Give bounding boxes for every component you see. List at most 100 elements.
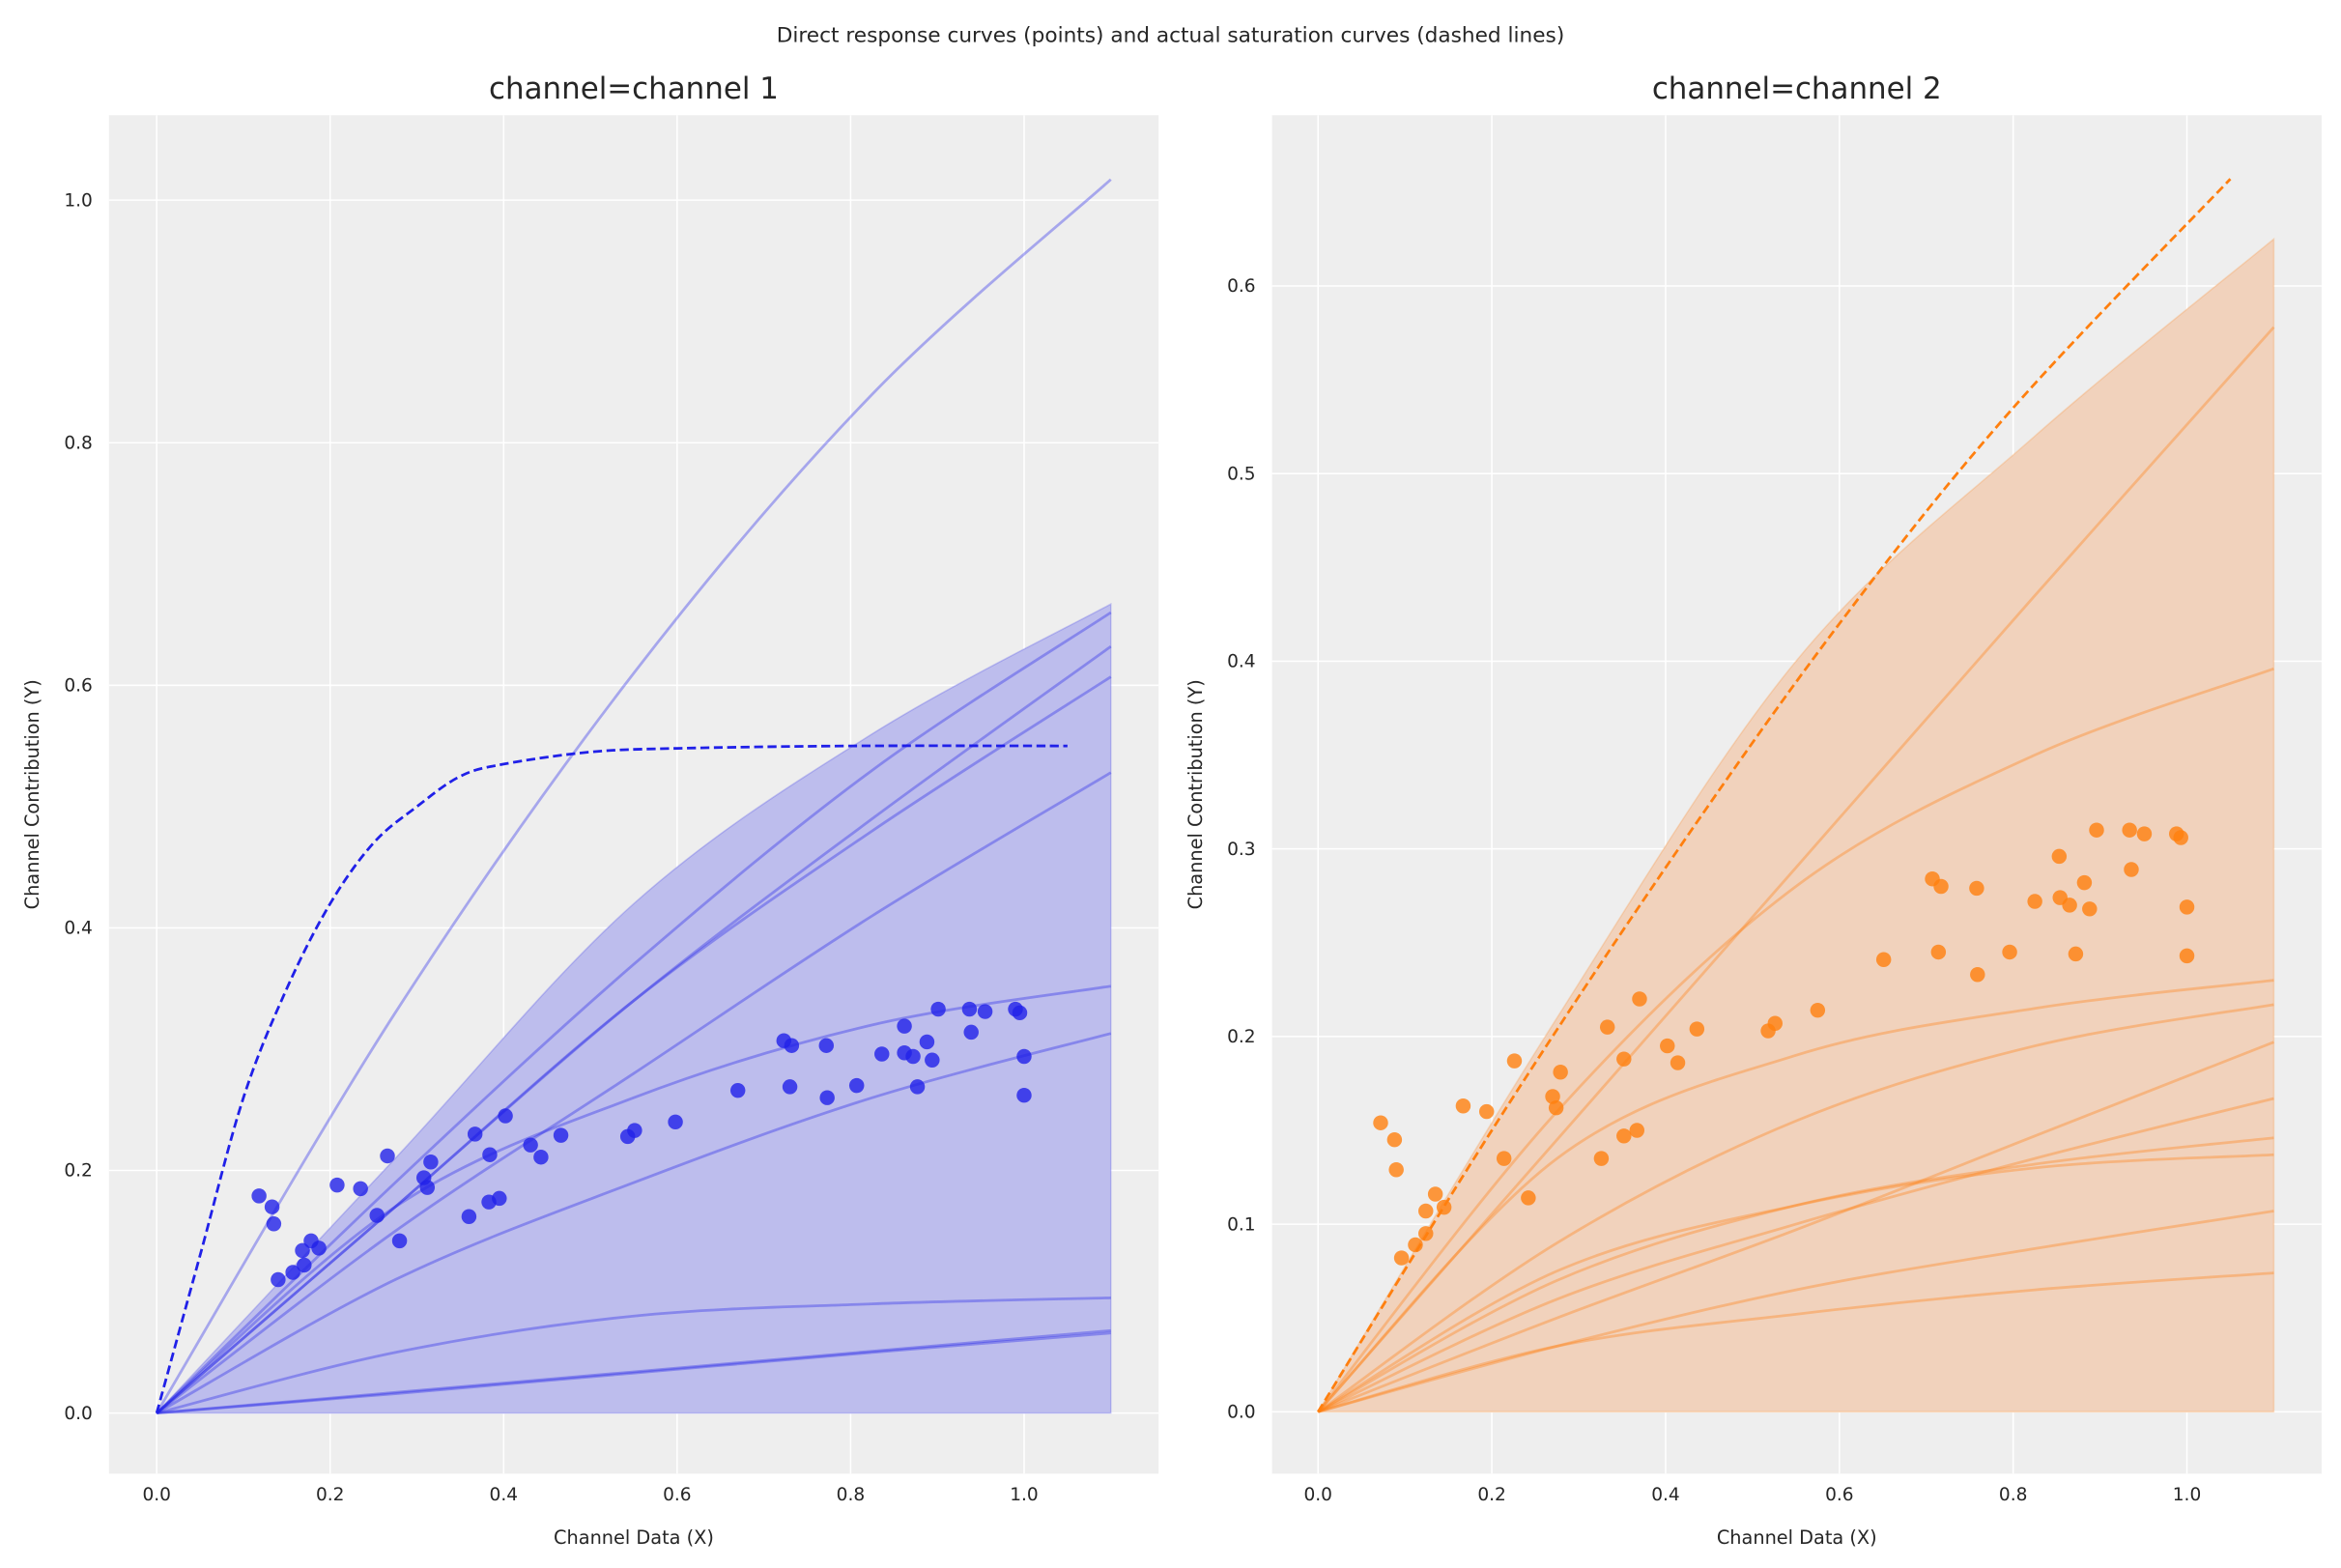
data-point (1548, 1099, 1564, 1116)
posterior-sample-curve (156, 675, 1112, 1414)
data-point (498, 1108, 513, 1124)
data-point (533, 1149, 549, 1165)
data-point (1388, 1162, 1404, 1178)
posterior-sample-curve (1317, 979, 2274, 1413)
data-point (963, 1024, 979, 1041)
data-point (1616, 1128, 1632, 1144)
data-point (271, 1271, 286, 1288)
y-tick-label: 0.4 (64, 919, 92, 939)
data-point (523, 1137, 538, 1153)
data-point (1016, 1087, 1032, 1103)
posterior-sample-curve (1317, 667, 2274, 1413)
data-point (1875, 952, 1892, 967)
posterior-sample-curve (156, 1296, 1111, 1414)
posterior-sample-curve (1317, 1153, 2274, 1413)
y-tick-label: 0.8 (64, 433, 92, 453)
data-point (2089, 822, 2104, 838)
y-tick-label: 1.0 (64, 190, 92, 211)
y-tick-label: 0.3 (1227, 840, 1255, 860)
data-point (874, 1046, 890, 1062)
data-point (925, 1052, 940, 1069)
x-axis-label: Channel Data (X) (1717, 1526, 1877, 1549)
data-point (1670, 1055, 1686, 1070)
data-point (391, 1233, 408, 1249)
x-tick-label: 0.4 (1651, 1485, 1679, 1505)
data-point (353, 1181, 368, 1197)
data-point (2068, 946, 2084, 962)
data-point (2122, 822, 2137, 838)
data-point (1478, 1103, 1495, 1120)
data-point (1553, 1065, 1568, 1080)
y-tick-label: 0.6 (64, 675, 92, 696)
data-point (1436, 1199, 1452, 1215)
data-point (1689, 1021, 1705, 1037)
data-point (818, 1038, 835, 1053)
data-point (553, 1127, 569, 1143)
data-point (1016, 1048, 1032, 1065)
y-tick-label: 0.0 (1227, 1403, 1255, 1423)
data-point (930, 1001, 946, 1017)
data-point (264, 1199, 280, 1214)
data-point (2076, 874, 2093, 891)
y-tick-label: 0.1 (1227, 1214, 1255, 1235)
data-point (977, 1004, 993, 1019)
data-point (2179, 948, 2195, 964)
data-point (2051, 848, 2068, 865)
x-tick-label: 0.6 (1825, 1485, 1853, 1505)
data-point (1970, 967, 1985, 983)
data-point (1629, 1123, 1645, 1138)
data-point (919, 1034, 935, 1050)
data-point (1930, 944, 1947, 960)
hdi-band (1316, 237, 2275, 1413)
data-point (461, 1209, 477, 1224)
data-point (1496, 1151, 1512, 1166)
x-tick-label: 1.0 (2173, 1485, 2201, 1505)
data-point (668, 1114, 683, 1130)
data-point (1632, 991, 1647, 1007)
y-axis-label: Channel Contribution (Y) (21, 679, 43, 909)
x-tick-label: 0.2 (316, 1485, 344, 1505)
posterior-sample-curve (156, 645, 1112, 1414)
data-point (1545, 1089, 1560, 1104)
data-point (419, 1180, 436, 1195)
data-point (1933, 878, 1949, 895)
posterior-sample-curve (155, 178, 1112, 1414)
posterior-sample-curve (1317, 1210, 2274, 1413)
x-tick-label: 0.8 (1999, 1485, 2027, 1505)
data-point (1418, 1226, 1434, 1241)
axes-title: channel=channel 1 (489, 71, 779, 106)
data-point (467, 1126, 483, 1142)
data-point (266, 1216, 282, 1232)
data-point (1418, 1203, 1434, 1219)
data-point (782, 1079, 798, 1095)
data-point (1969, 880, 1984, 897)
data-point (2082, 901, 2098, 917)
plot-area (108, 115, 1159, 1474)
data-point (482, 1147, 498, 1162)
data-point (297, 1257, 312, 1273)
data-point (909, 1079, 926, 1095)
saturation-curve-dashed (155, 744, 1068, 1414)
data-point (423, 1155, 439, 1170)
data-point (784, 1038, 800, 1053)
y-axis-label: Channel Contribution (Y) (1185, 679, 1207, 909)
x-tick-label: 0.2 (1477, 1485, 1505, 1505)
data-point (2062, 898, 2077, 913)
x-tick-label: 0.8 (837, 1485, 865, 1505)
y-tick-label: 0.5 (1227, 464, 1255, 484)
data-point (1408, 1237, 1423, 1253)
data-point (1810, 1002, 1826, 1018)
posterior-sample-curve (157, 1328, 1111, 1415)
data-point (251, 1188, 267, 1204)
posterior-sample-curve (1317, 1003, 2274, 1413)
posterior-sample-curve (1317, 1097, 2274, 1413)
x-tick-label: 0.0 (1303, 1485, 1331, 1505)
data-point (285, 1265, 300, 1280)
x-tick-label: 1.0 (1010, 1485, 1038, 1505)
data-point (380, 1148, 395, 1164)
y-tick-label: 0.4 (1227, 652, 1255, 672)
data-point (627, 1123, 642, 1138)
data-point (819, 1090, 835, 1105)
x-axis-label: Channel Data (X) (554, 1526, 714, 1549)
plot-area (1271, 115, 2322, 1474)
